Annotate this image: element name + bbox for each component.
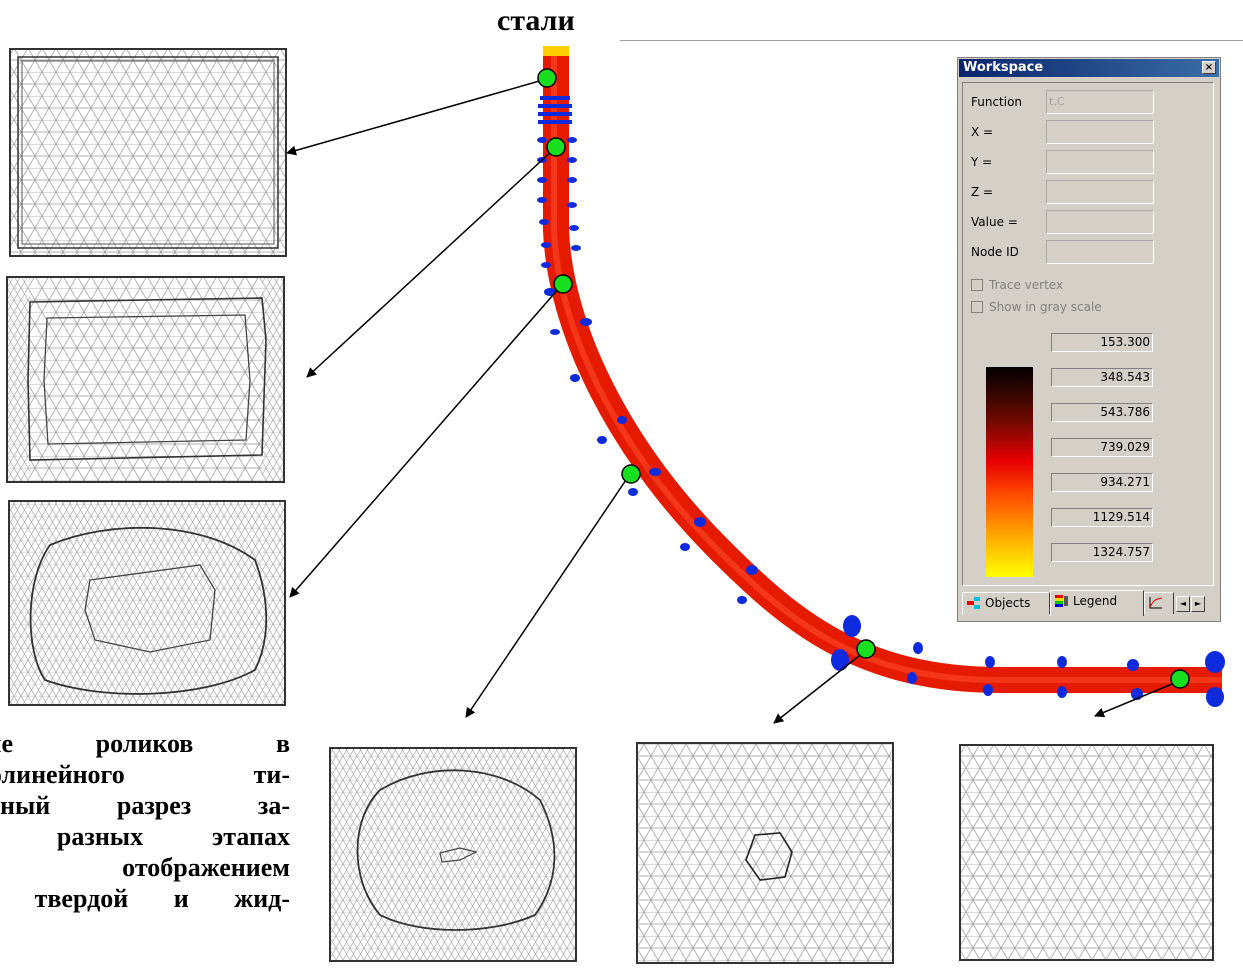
- caption-line: с отображением: [0, 853, 290, 882]
- caption-line: на разных этапах: [0, 822, 290, 851]
- legend-value: 1129.514: [1051, 508, 1153, 527]
- tab-scroll-right-button[interactable]: ►: [1191, 596, 1205, 612]
- legend-value: 934.271: [1051, 473, 1153, 492]
- function-row: Function t,C: [971, 90, 1211, 114]
- x-row: X =: [971, 120, 1211, 144]
- caption-line: иволинейного ти-: [0, 760, 290, 789]
- tab-objects[interactable]: Objects: [962, 592, 1050, 614]
- x-label: X =: [971, 125, 994, 139]
- tab-scroll-left-button[interactable]: ◄: [1176, 596, 1190, 612]
- tab-legend[interactable]: Legend: [1050, 590, 1144, 616]
- workspace-window: Workspace × Function t,C X = Y = Z = Val…: [957, 57, 1221, 622]
- objects-icon: [967, 597, 980, 609]
- legend-icon: [1055, 595, 1068, 607]
- value-label: Value =: [971, 215, 1018, 229]
- z-label: Z =: [971, 185, 994, 199]
- section-arrows: [286, 79, 1178, 724]
- legend-value: 153.300: [1051, 333, 1153, 352]
- cross-section-3: [8, 500, 286, 706]
- section-markers: [537, 68, 1190, 689]
- tab-legend-label: Legend: [1073, 594, 1118, 608]
- node-id-row: Node ID: [971, 240, 1211, 264]
- x-field[interactable]: [1046, 120, 1154, 144]
- workspace-panel: Function t,C X = Y = Z = Value = Node ID…: [962, 82, 1214, 586]
- function-field[interactable]: t,C: [1046, 90, 1154, 114]
- trace-vertex-checkbox[interactable]: Trace vertex: [971, 278, 1063, 294]
- cross-section-4: [329, 747, 577, 962]
- trace-vertex-label: Trace vertex: [989, 278, 1064, 292]
- legend-value: 1324.757: [1051, 543, 1153, 562]
- legend-value: 543.786: [1051, 403, 1153, 422]
- caption-line: речный разрез за-: [0, 791, 290, 820]
- checkbox-icon: [971, 301, 983, 313]
- tab-objects-label: Objects: [985, 596, 1031, 610]
- figure-caption: ение роликов в иволинейного ти- речный р…: [0, 728, 290, 914]
- function-label: Function: [971, 95, 1023, 109]
- checkbox-icon: [971, 279, 983, 291]
- strand-arc: [543, 46, 1222, 693]
- node-id-field[interactable]: [1046, 240, 1154, 264]
- z-field[interactable]: [1046, 180, 1154, 204]
- color-scale-bar: [986, 367, 1033, 577]
- value-field[interactable]: [1046, 210, 1154, 234]
- legend-value: 739.029: [1051, 438, 1153, 457]
- legend-value: 348.543: [1051, 368, 1153, 387]
- workspace-tabs: Objects Legend ◄ ►: [962, 590, 1214, 616]
- y-row: Y =: [971, 150, 1211, 174]
- heading: стали: [497, 4, 575, 37]
- value-row: Value =: [971, 210, 1211, 234]
- caption-line: ия твердой и жид-: [0, 884, 290, 913]
- cross-section-2: [6, 276, 285, 483]
- workspace-titlebar[interactable]: Workspace ×: [959, 59, 1219, 77]
- top-rule: [620, 40, 1243, 41]
- gray-scale-label: Show in gray scale: [989, 300, 1102, 314]
- cross-section-5: [636, 742, 894, 964]
- tab-graph[interactable]: [1144, 592, 1174, 614]
- graph-icon: [1149, 597, 1163, 609]
- caption-line: ение роликов в: [0, 729, 290, 758]
- y-field[interactable]: [1046, 150, 1154, 174]
- close-button[interactable]: ×: [1202, 61, 1216, 74]
- node-id-label: Node ID: [971, 245, 1019, 259]
- workspace-title: Workspace: [963, 60, 1044, 75]
- cross-section-6: [959, 744, 1214, 961]
- cross-section-1: [9, 48, 287, 257]
- z-row: Z =: [971, 180, 1211, 204]
- y-label: Y =: [971, 155, 993, 169]
- gray-scale-checkbox[interactable]: Show in gray scale: [971, 300, 1102, 316]
